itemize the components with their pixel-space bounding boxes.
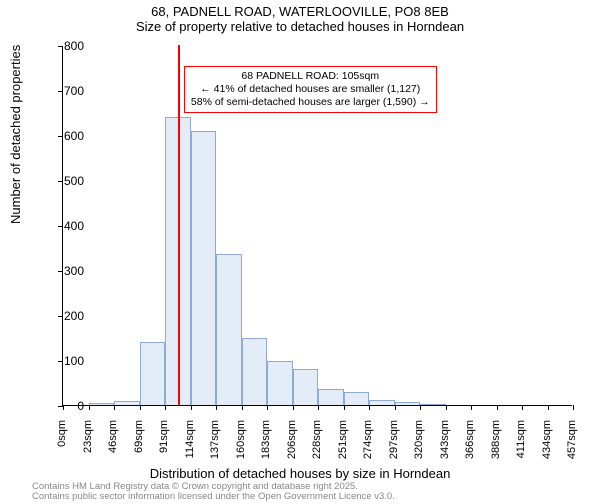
plot-area: 68 PADNELL ROAD: 105sqm← 41% of detached… xyxy=(62,46,572,406)
x-tick-label: 0sqm xyxy=(56,420,68,480)
chart-title: 68, PADNELL ROAD, WATERLOOVILLE, PO8 8EB… xyxy=(0,4,600,34)
y-tick-label: 0 xyxy=(44,399,84,413)
x-tick-label: 91sqm xyxy=(158,420,170,480)
x-tick-mark xyxy=(548,405,549,410)
histogram-bar xyxy=(420,404,446,405)
x-tick-label: 114sqm xyxy=(184,420,196,480)
y-tick-label: 400 xyxy=(44,219,84,233)
y-tick-label: 700 xyxy=(44,84,84,98)
y-axis-title: Number of detached properties xyxy=(8,45,23,224)
x-tick-mark xyxy=(369,405,370,410)
chart-area: 68 PADNELL ROAD: 105sqm← 41% of detached… xyxy=(62,46,572,406)
x-tick-mark xyxy=(114,405,115,410)
x-tick-label: 320sqm xyxy=(413,420,425,480)
x-tick-label: 297sqm xyxy=(388,420,400,480)
callout-line: 58% of semi-detached houses are larger (… xyxy=(191,96,430,109)
x-tick-mark xyxy=(140,405,141,410)
x-tick-mark xyxy=(216,405,217,410)
y-tick-label: 600 xyxy=(44,129,84,143)
x-tick-label: 206sqm xyxy=(286,420,298,480)
x-tick-mark xyxy=(471,405,472,410)
x-tick-mark xyxy=(318,405,319,410)
x-tick-mark xyxy=(267,405,268,410)
histogram-bar xyxy=(140,342,166,405)
x-tick-mark xyxy=(165,405,166,410)
histogram-bar xyxy=(344,392,370,406)
x-tick-mark xyxy=(395,405,396,410)
histogram-bar xyxy=(191,131,217,406)
histogram-bar xyxy=(216,254,242,405)
x-tick-label: 251sqm xyxy=(337,420,349,480)
x-tick-mark xyxy=(522,405,523,410)
x-tick-label: 46sqm xyxy=(107,420,119,480)
property-marker-line xyxy=(178,45,180,405)
x-tick-label: 457sqm xyxy=(566,420,578,480)
x-tick-label: 366sqm xyxy=(464,420,476,480)
histogram-bar xyxy=(293,369,319,405)
x-tick-label: 69sqm xyxy=(133,420,145,480)
x-tick-mark xyxy=(446,405,447,410)
y-tick-label: 300 xyxy=(44,264,84,278)
callout-line: ← 41% of detached houses are smaller (1,… xyxy=(191,83,430,96)
callout-box: 68 PADNELL ROAD: 105sqm← 41% of detached… xyxy=(184,66,437,113)
y-tick-label: 200 xyxy=(44,309,84,323)
x-tick-mark xyxy=(89,405,90,410)
x-tick-mark xyxy=(344,405,345,410)
histogram-bar xyxy=(267,361,293,405)
x-tick-label: 434sqm xyxy=(541,420,553,480)
x-tick-label: 23sqm xyxy=(82,420,94,480)
x-tick-label: 160sqm xyxy=(235,420,247,480)
histogram-bar xyxy=(369,400,395,405)
x-tick-label: 137sqm xyxy=(209,420,221,480)
y-tick-label: 500 xyxy=(44,174,84,188)
callout-line: 68 PADNELL ROAD: 105sqm xyxy=(191,70,430,83)
x-tick-mark xyxy=(242,405,243,410)
histogram-bar xyxy=(318,389,344,405)
histogram-bar xyxy=(395,402,421,405)
histogram-bar xyxy=(89,403,115,405)
y-tick-label: 800 xyxy=(44,39,84,53)
x-tick-label: 388sqm xyxy=(490,420,502,480)
title-line-2: Size of property relative to detached ho… xyxy=(0,19,600,34)
x-tick-label: 183sqm xyxy=(260,420,272,480)
histogram-bar xyxy=(242,338,268,405)
histogram-bar xyxy=(114,401,140,406)
x-tick-mark xyxy=(573,405,574,410)
x-tick-label: 228sqm xyxy=(311,420,323,480)
x-tick-label: 411sqm xyxy=(515,420,527,480)
x-tick-mark xyxy=(497,405,498,410)
x-tick-mark xyxy=(420,405,421,410)
title-line-1: 68, PADNELL ROAD, WATERLOOVILLE, PO8 8EB xyxy=(0,4,600,19)
x-tick-mark xyxy=(191,405,192,410)
x-tick-label: 343sqm xyxy=(439,420,451,480)
footer-line-2: Contains public sector information licen… xyxy=(32,492,395,502)
y-tick-label: 100 xyxy=(44,354,84,368)
x-tick-label: 274sqm xyxy=(362,420,374,480)
x-tick-mark xyxy=(293,405,294,410)
